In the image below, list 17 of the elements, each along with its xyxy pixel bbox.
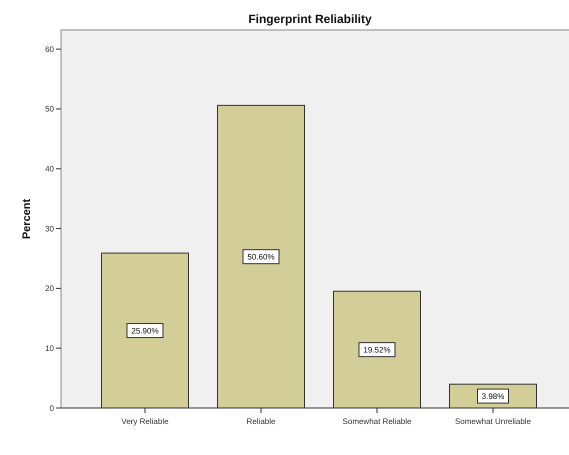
y-tick-label: 60 [45, 44, 55, 54]
data-label: 25.90% [131, 326, 159, 336]
x-tick-label: Somewhat Unreliable [454, 417, 532, 426]
y-tick-label: 40 [45, 164, 55, 174]
x-tick-label: Somewhat Reliable [342, 417, 412, 426]
y-tick-label: 30 [45, 224, 55, 234]
y-tick-label: 10 [45, 344, 55, 353]
y-axis-title: Percent [21, 198, 33, 240]
data-label: 50.60% [247, 252, 275, 262]
y-tick-label: 50 [45, 104, 55, 114]
data-label: 19.52% [363, 345, 391, 354]
y-tick-label: 0 [50, 404, 55, 413]
y-tick-label: 20 [45, 284, 55, 294]
x-tick-label: Very Reliable [121, 417, 170, 426]
data-label: 3.98% [482, 392, 504, 401]
x-tick-label: Reliable [246, 417, 276, 426]
chart-title: Fingerprint Reliability [248, 12, 372, 26]
